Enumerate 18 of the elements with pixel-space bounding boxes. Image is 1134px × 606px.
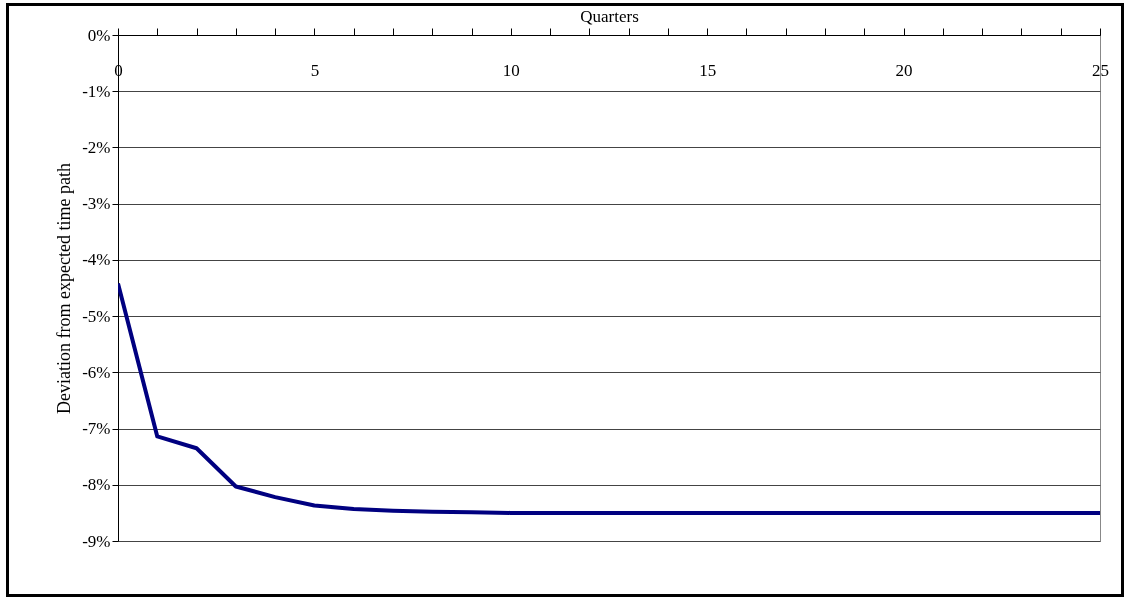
y-tick-label: 0%: [87, 25, 111, 45]
y-tick-label: -2%: [82, 137, 111, 157]
x-tick-label: 15: [699, 60, 717, 80]
y-tick-label: -3%: [82, 194, 111, 214]
y-tick-label: -9%: [82, 531, 111, 551]
y-tick-label: -6%: [82, 362, 111, 382]
x-tick-label: 20: [895, 60, 913, 80]
x-tick-label: 25: [1092, 60, 1109, 80]
x-tick-label: 10: [502, 60, 520, 80]
y-tick-label: -4%: [82, 250, 111, 270]
y-tick-label: -1%: [82, 81, 111, 101]
y-axis-title: Deviation from expected time path: [54, 163, 75, 414]
y-tick-label: -8%: [82, 475, 111, 495]
line-series: [118, 281, 1100, 515]
y-tick-label: -7%: [82, 419, 111, 439]
x-axis-title: Quarters: [580, 7, 639, 26]
y-tick-label: -5%: [82, 306, 111, 326]
x-tick-label: 5: [310, 60, 320, 80]
